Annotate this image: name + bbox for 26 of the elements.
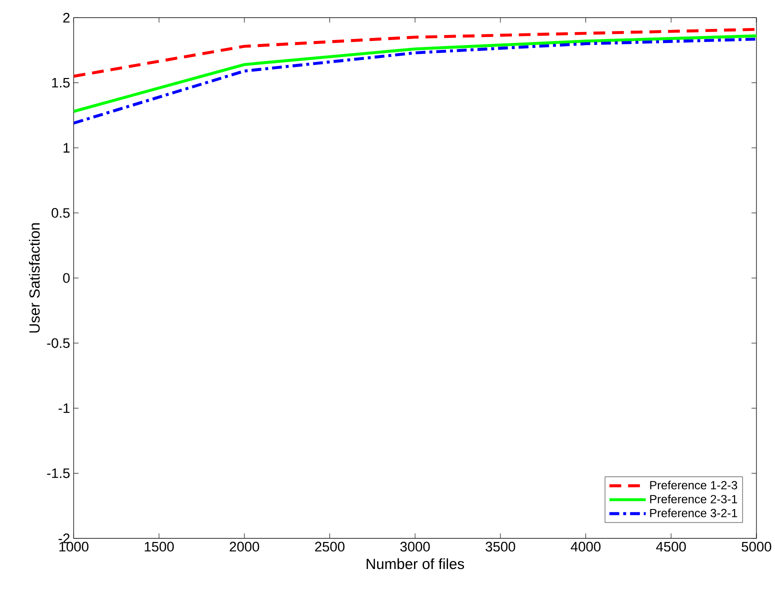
y-tick-label: 1	[64, 142, 70, 152]
y-tick-label: -0.5	[47, 338, 70, 348]
y-tick-label: 2	[63, 12, 70, 22]
y-tick-label: 0.5	[52, 208, 70, 218]
y-tick-label: 1.5	[52, 78, 70, 88]
line-series	[74, 34, 756, 113]
y-tick-label: -2	[58, 533, 70, 544]
x-tick-label: 3000	[400, 542, 430, 552]
legend-label: Preference 1-2-3	[650, 480, 738, 490]
y-tick-label: -1	[58, 403, 70, 413]
legend-label: Preference 3-2-1	[650, 508, 738, 518]
legend-label: Preference 2-3-1	[650, 494, 738, 504]
x-axis-title: Number of files	[366, 558, 464, 569]
line-series	[74, 38, 756, 124]
x-tick-label: 1000	[59, 542, 88, 552]
x-tick-label: 5000	[742, 542, 772, 552]
x-tick-label: 4500	[656, 542, 686, 552]
y-tick-label: 0	[63, 273, 70, 283]
y-tick-label: -1.5	[47, 468, 70, 478]
x-tick-label: 1500	[144, 542, 174, 552]
y-axis-title: User Satisfaction	[28, 223, 40, 332]
x-tick-label: 2000	[230, 542, 260, 552]
x-tick-label: 2500	[315, 542, 344, 552]
line-series	[74, 28, 756, 78]
x-tick-label: 4000	[570, 542, 601, 552]
x-tick-label: 3500	[486, 542, 516, 552]
